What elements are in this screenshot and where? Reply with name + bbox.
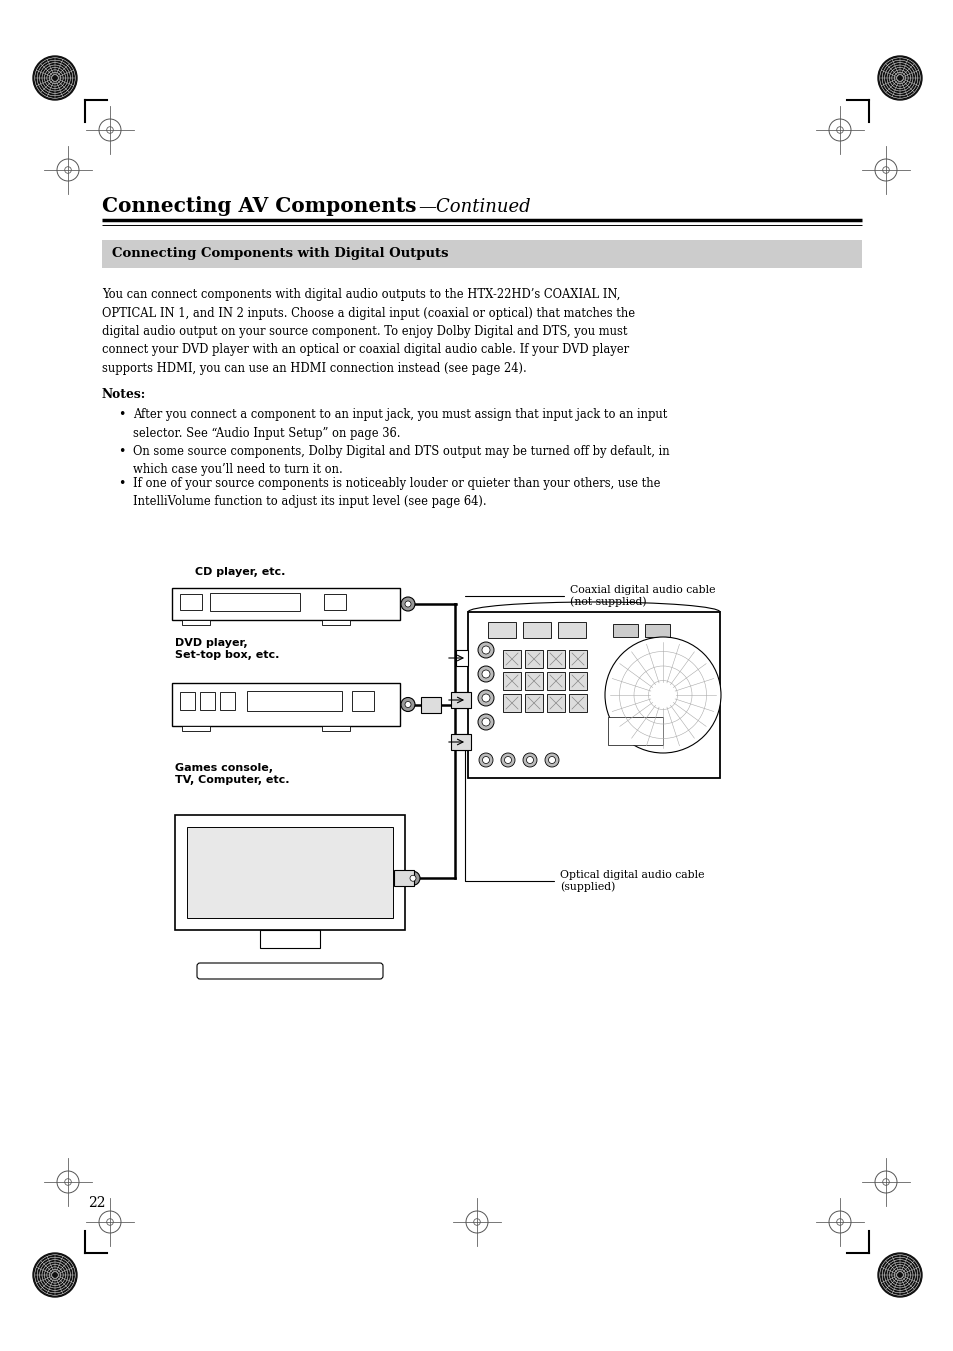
Circle shape — [604, 638, 720, 753]
Text: •: • — [118, 477, 125, 490]
Bar — [182, 620, 210, 626]
Bar — [210, 593, 299, 611]
Bar — [172, 588, 399, 620]
Bar — [502, 694, 520, 712]
Circle shape — [405, 701, 411, 708]
Bar — [352, 690, 374, 711]
Text: If one of your source components is noticeably louder or quieter than your other: If one of your source components is noti… — [132, 477, 659, 508]
Circle shape — [877, 55, 921, 100]
Bar — [524, 671, 542, 690]
Circle shape — [406, 871, 419, 885]
Bar — [546, 694, 564, 712]
Circle shape — [481, 670, 490, 678]
Text: •: • — [118, 444, 125, 458]
Bar — [524, 694, 542, 712]
Circle shape — [544, 753, 558, 767]
Circle shape — [481, 646, 490, 654]
Bar — [558, 621, 585, 638]
Bar — [247, 690, 341, 711]
Bar — [502, 671, 520, 690]
Circle shape — [482, 757, 489, 763]
Bar — [451, 692, 471, 708]
Bar — [102, 240, 862, 267]
Text: CD player, etc.: CD player, etc. — [194, 567, 285, 577]
Circle shape — [477, 713, 494, 730]
Bar — [220, 692, 234, 711]
Text: Games console,
TV, Computer, etc.: Games console, TV, Computer, etc. — [174, 762, 289, 785]
Bar — [421, 697, 441, 712]
Circle shape — [481, 694, 490, 703]
Text: 22: 22 — [88, 1196, 106, 1210]
Bar — [174, 815, 405, 929]
Text: DVD player,
Set-top box, etc.: DVD player, Set-top box, etc. — [174, 638, 279, 661]
Bar — [468, 612, 720, 778]
Text: On some source components, Dolby Digital and DTS output may be turned off by def: On some source components, Dolby Digital… — [132, 444, 669, 477]
Circle shape — [33, 55, 77, 100]
Bar — [182, 725, 210, 731]
FancyBboxPatch shape — [196, 963, 382, 979]
Bar — [488, 621, 516, 638]
Circle shape — [877, 1252, 921, 1297]
Circle shape — [477, 690, 494, 707]
Bar — [260, 929, 319, 948]
Bar — [180, 692, 194, 711]
Bar — [644, 624, 669, 638]
Bar — [456, 734, 468, 750]
Bar — [180, 594, 202, 611]
Bar — [322, 725, 350, 731]
Text: Connecting AV Components: Connecting AV Components — [102, 196, 416, 216]
Circle shape — [33, 1252, 77, 1297]
Bar — [502, 650, 520, 667]
Text: —Continued: —Continued — [417, 199, 530, 216]
Text: •: • — [118, 408, 125, 422]
Bar — [187, 827, 393, 917]
Circle shape — [500, 753, 515, 767]
Bar — [456, 650, 468, 666]
Circle shape — [400, 697, 415, 712]
Circle shape — [410, 875, 416, 881]
Text: Notes:: Notes: — [102, 388, 146, 401]
Bar — [456, 692, 468, 708]
Text: You can connect components with digital audio outputs to the HTX-22HD’s COAXIAL : You can connect components with digital … — [102, 288, 635, 376]
Circle shape — [478, 753, 493, 767]
Circle shape — [477, 666, 494, 682]
Circle shape — [477, 642, 494, 658]
Circle shape — [504, 757, 511, 763]
Text: After you connect a component to an input jack, you must assign that input jack : After you connect a component to an inpu… — [132, 408, 667, 439]
Bar — [451, 734, 471, 750]
Text: Coaxial digital audio cable
(not supplied): Coaxial digital audio cable (not supplie… — [464, 585, 715, 607]
Bar — [324, 594, 346, 611]
Bar — [524, 650, 542, 667]
Circle shape — [405, 601, 411, 607]
Bar — [522, 621, 551, 638]
Bar — [546, 671, 564, 690]
Circle shape — [526, 757, 533, 763]
Bar — [568, 671, 586, 690]
Bar — [613, 624, 638, 638]
Text: Connecting Components with Digital Outputs: Connecting Components with Digital Outpu… — [112, 247, 448, 261]
Text: Optical digital audio cable
(supplied): Optical digital audio cable (supplied) — [464, 750, 703, 892]
Bar — [607, 717, 662, 744]
Bar — [172, 684, 399, 725]
Bar — [568, 694, 586, 712]
Circle shape — [481, 717, 490, 725]
Bar — [322, 620, 350, 626]
Circle shape — [400, 597, 415, 611]
Bar — [200, 692, 214, 711]
Bar — [546, 650, 564, 667]
Bar — [568, 650, 586, 667]
Bar — [394, 870, 414, 886]
Circle shape — [548, 757, 555, 763]
Circle shape — [522, 753, 537, 767]
